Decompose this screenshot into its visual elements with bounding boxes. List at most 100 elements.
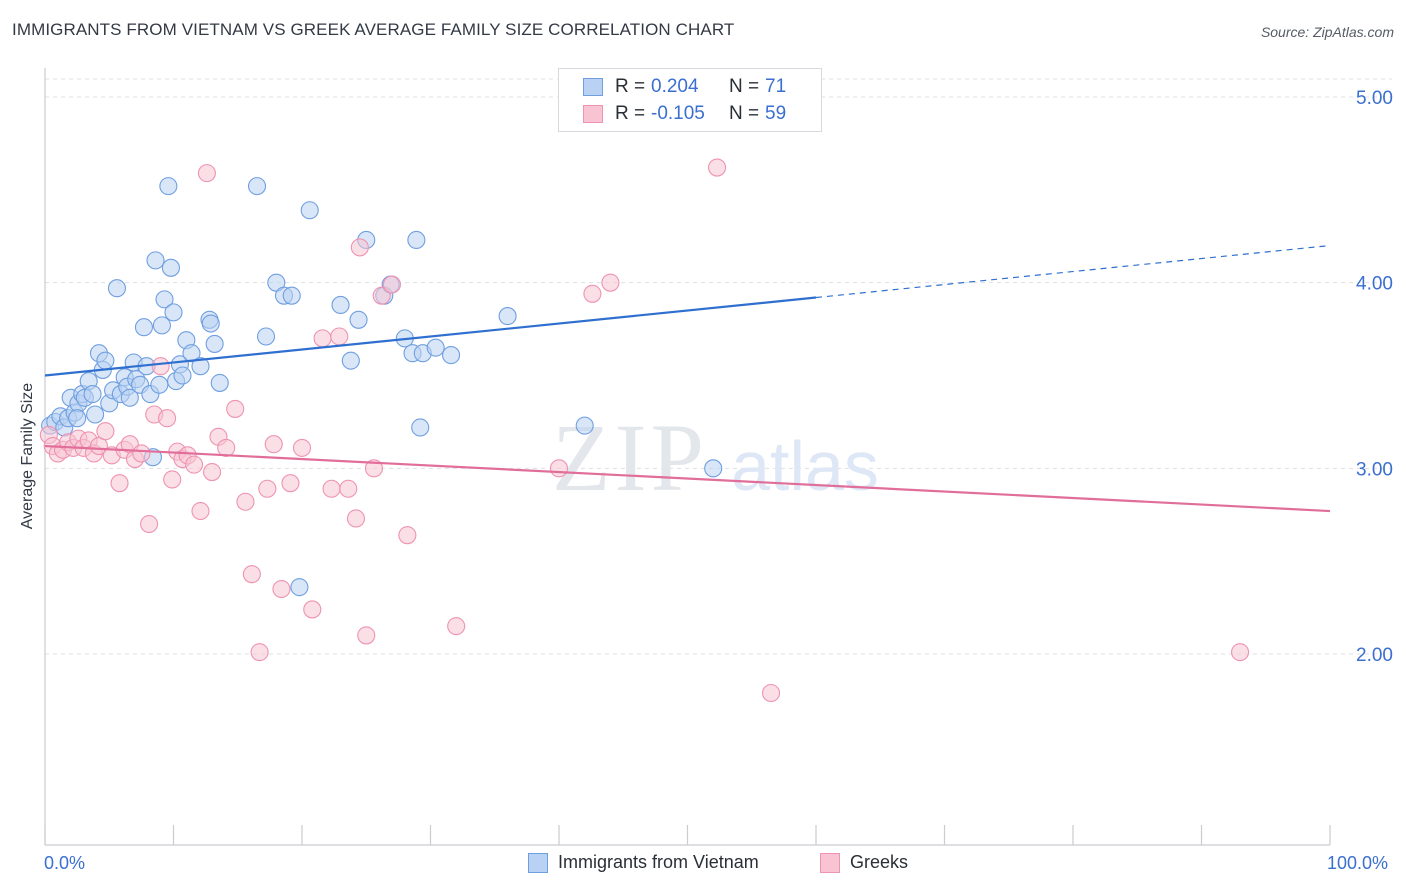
point-greeks xyxy=(185,455,204,474)
point-vietnam xyxy=(164,303,183,322)
r-label: R = xyxy=(615,76,646,97)
point-vietnam xyxy=(86,405,105,424)
point-vietnam xyxy=(161,258,180,277)
point-vietnam xyxy=(191,357,210,376)
data-series xyxy=(39,158,1250,703)
point-greeks xyxy=(583,284,602,303)
axes xyxy=(44,68,1331,846)
point-vietnam xyxy=(575,416,594,435)
point-greeks xyxy=(292,438,312,457)
point-greeks xyxy=(151,357,170,376)
y-tick-label: 2.00 xyxy=(1356,645,1393,666)
trend-line-vietnam-extension xyxy=(815,244,1331,299)
vietnam-legend-label: Immigrants from Vietnam xyxy=(558,852,759,872)
point-greeks xyxy=(382,275,402,294)
point-vietnam xyxy=(290,578,309,597)
point-vietnam xyxy=(411,418,430,437)
point-greeks xyxy=(761,683,781,703)
point-greeks xyxy=(226,399,245,418)
point-greeks xyxy=(339,479,358,498)
greeks-legend-swatch xyxy=(820,852,840,873)
point-greeks xyxy=(110,474,129,493)
point-greeks xyxy=(346,509,366,528)
point-greeks xyxy=(191,501,210,521)
n-value: 71 xyxy=(765,76,787,97)
point-vietnam xyxy=(349,310,368,329)
trend-lines xyxy=(44,244,1331,513)
point-greeks xyxy=(601,273,620,292)
point-vietnam xyxy=(155,290,174,309)
r-label: R = xyxy=(615,103,646,124)
point-vietnam xyxy=(256,327,276,346)
point-greeks xyxy=(330,327,349,346)
point-greeks xyxy=(447,617,466,636)
point-greeks xyxy=(372,286,391,305)
point-greeks xyxy=(250,643,269,662)
point-vietnam xyxy=(83,385,102,404)
watermark-zip: ZIP xyxy=(552,404,708,511)
point-vietnam xyxy=(331,295,350,314)
point-vietnam xyxy=(68,409,87,428)
point-greeks xyxy=(158,409,177,428)
point-greeks xyxy=(258,479,277,498)
point-vietnam xyxy=(146,251,165,270)
legend-item-greeks: Greeks xyxy=(820,852,908,873)
vietnam-legend-swatch xyxy=(528,852,548,873)
point-vietnam xyxy=(96,351,115,370)
trend-line-greeks xyxy=(44,444,1331,513)
point-vietnam xyxy=(107,279,127,298)
y-tick-label: 3.00 xyxy=(1356,459,1393,480)
point-greeks xyxy=(322,479,341,498)
watermark: ZIP atlas xyxy=(552,404,879,511)
point-vietnam xyxy=(442,346,461,365)
chart-title: IMMIGRANTS FROM VIETNAM VS GREEK AVERAGE… xyxy=(12,20,735,39)
y-tick-label: 4.00 xyxy=(1356,274,1393,295)
stats-legend-row-greeks: R = -0.105 N = 59 xyxy=(583,101,786,127)
point-greeks xyxy=(203,462,222,482)
point-vietnam xyxy=(498,307,517,326)
point-vietnam xyxy=(201,314,220,333)
point-vietnam xyxy=(173,366,192,385)
point-greeks xyxy=(350,238,369,257)
x-tick-min: 0.0% xyxy=(44,853,86,873)
point-vietnam xyxy=(210,373,229,392)
r-value: 0.204 xyxy=(651,76,699,97)
n-value: 59 xyxy=(765,103,787,124)
point-vietnam xyxy=(704,459,723,478)
point-greeks xyxy=(197,164,216,183)
point-vietnam xyxy=(247,177,267,196)
y-axis-label: Average Family Size xyxy=(19,382,36,530)
vietnam-swatch xyxy=(583,78,603,96)
point-greeks xyxy=(357,626,376,645)
point-greeks xyxy=(303,600,322,619)
point-greeks xyxy=(549,459,569,478)
legend-item-vietnam: Immigrants from Vietnam xyxy=(528,852,759,873)
series-vietnam xyxy=(41,177,723,597)
source-credit: Source: ZipAtlas.com xyxy=(1260,24,1394,40)
point-vietnam xyxy=(300,201,319,220)
y-tick-label: 5.00 xyxy=(1356,88,1393,109)
point-greeks xyxy=(96,422,115,441)
point-greeks xyxy=(313,329,332,348)
point-greeks xyxy=(708,158,727,177)
point-greeks xyxy=(242,565,261,584)
point-vietnam xyxy=(282,286,301,305)
point-greeks xyxy=(132,444,151,463)
y-tick-labels: 2.00 3.00 4.00 5.00 xyxy=(1356,88,1393,666)
point-vietnam xyxy=(152,316,171,335)
trend-line-vietnam xyxy=(44,296,817,377)
point-greeks xyxy=(364,459,384,478)
point-greeks xyxy=(140,514,159,534)
point-greeks xyxy=(1231,643,1250,662)
point-greeks xyxy=(272,579,291,599)
point-greeks xyxy=(281,474,300,493)
point-vietnam xyxy=(120,388,139,407)
n-label: N = xyxy=(729,103,760,124)
x-tick-max: 100.0% xyxy=(1327,853,1389,873)
point-greeks xyxy=(236,492,255,511)
n-label: N = xyxy=(729,76,760,97)
point-vietnam xyxy=(341,351,360,370)
point-greeks xyxy=(398,526,417,545)
point-greeks xyxy=(217,438,236,457)
